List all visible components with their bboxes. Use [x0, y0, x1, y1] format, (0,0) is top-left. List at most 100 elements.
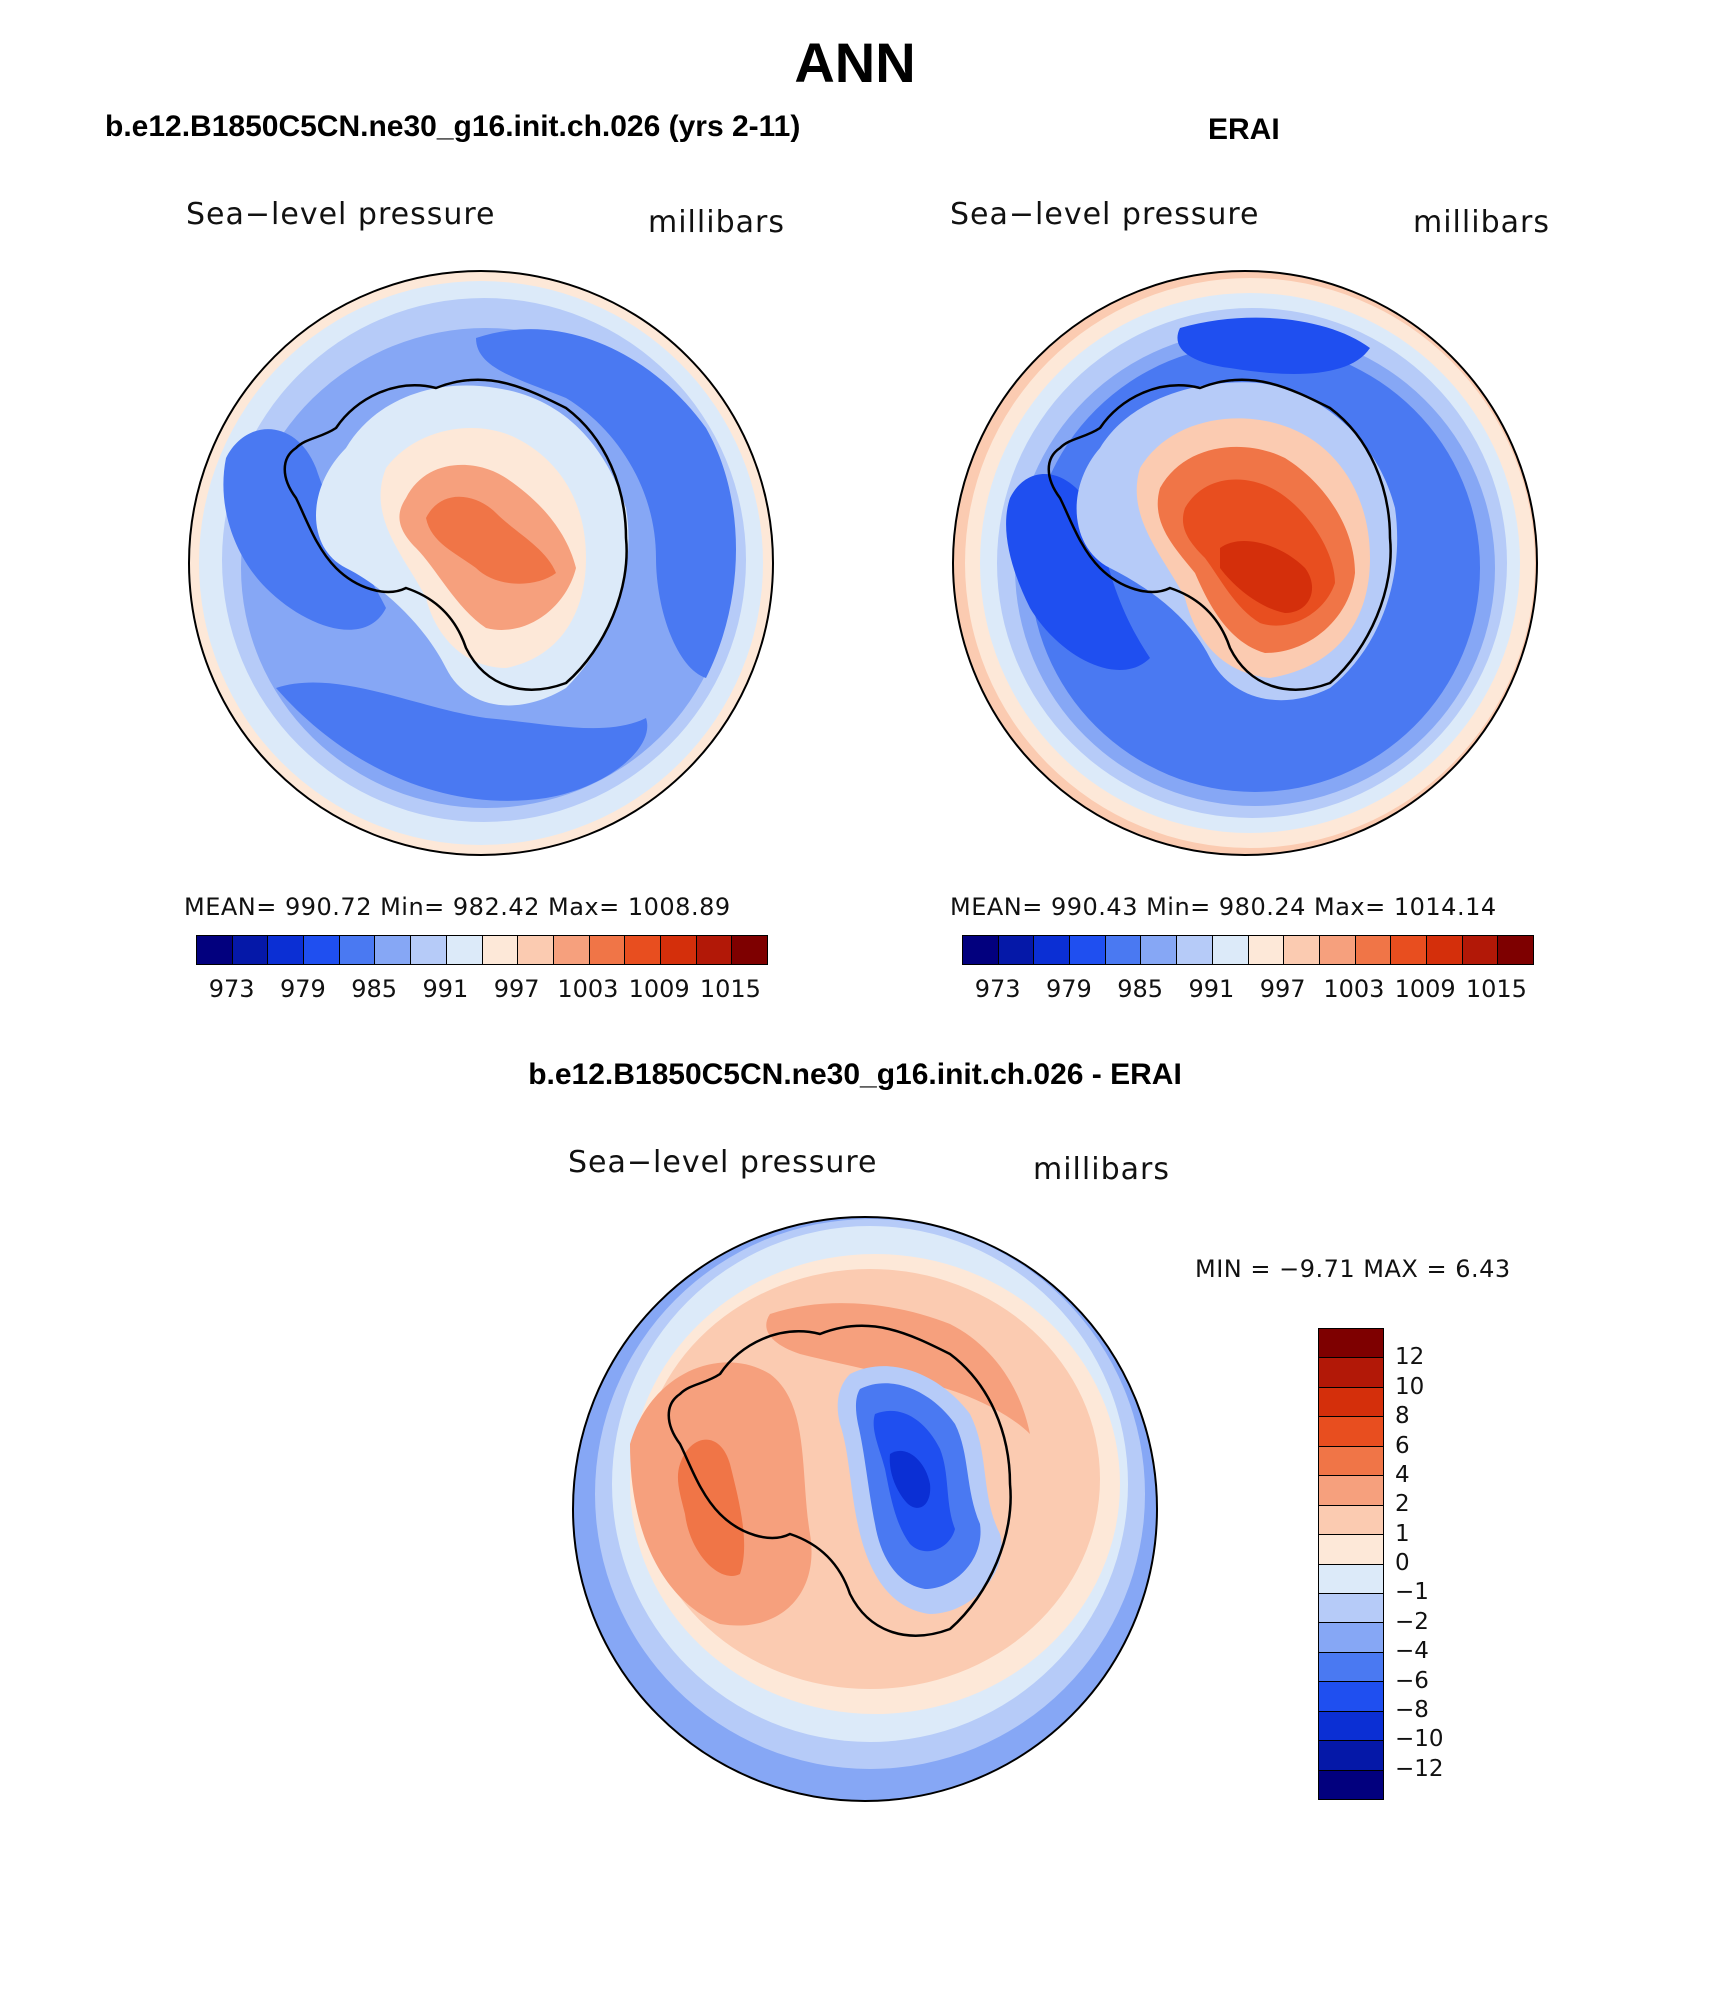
diff-colorbar-ticks: 12 10 8 6 4 2 1 0 −1 −2 −4 −6 −8 −10 −12 [1395, 1328, 1515, 1798]
colorbar-swatch [998, 936, 1035, 964]
colorbar-swatch [1319, 1593, 1383, 1624]
colorbar-tick-label: 1015 [699, 975, 761, 1003]
colorbar-tick-label: 1015 [1465, 975, 1527, 1003]
obs-case-title: ERAI [1208, 113, 1280, 146]
colorbar-tick-label: 2 [1395, 1491, 1410, 1518]
colorbar-tick-label: 991 [1188, 975, 1235, 1003]
colorbar-swatch [1319, 1387, 1383, 1418]
colorbar-swatch [375, 936, 412, 964]
model-map-border [188, 270, 774, 856]
colorbar-tick-label: 12 [1395, 1344, 1425, 1371]
colorbar-tick-label: 4 [1395, 1461, 1410, 1488]
colorbar-swatch [1070, 936, 1106, 964]
colorbar-tick-label: 997 [493, 975, 540, 1003]
colorbar-swatch [1212, 936, 1249, 964]
obs-units-label: millibars [1413, 205, 1550, 240]
colorbar-tick-label: −1 [1395, 1579, 1429, 1606]
colorbar-swatch [1319, 1711, 1383, 1742]
colorbar-swatch [1248, 936, 1285, 964]
colorbar-swatch [446, 936, 483, 964]
colorbar-swatch [553, 936, 590, 964]
diff-coastline [667, 1324, 1012, 1637]
model-colorbar [196, 935, 768, 965]
colorbar-swatch [696, 936, 733, 964]
colorbar-tick-label: 991 [422, 975, 469, 1003]
colorbar-swatch [1498, 936, 1533, 964]
colorbar-tick-label: −10 [1395, 1726, 1444, 1753]
model-field-low-west [223, 429, 386, 630]
colorbar-swatch [197, 936, 233, 964]
colorbar-swatch [1177, 936, 1213, 964]
colorbar-swatch [1105, 936, 1142, 964]
obs-colorbar [962, 935, 1534, 965]
colorbar-swatch [1319, 1358, 1383, 1388]
colorbar-swatch [1141, 936, 1178, 964]
colorbar-swatch [963, 936, 999, 964]
colorbar-swatch [1319, 1682, 1383, 1712]
colorbar-tick-label: 973 [208, 975, 255, 1003]
model-stats: MEAN= 990.72 Min= 982.42 Max= 1008.89 [184, 893, 731, 921]
colorbar-swatch [268, 936, 305, 964]
colorbar-tick-label: 1003 [1323, 975, 1385, 1003]
obs-map-border [952, 270, 1538, 856]
diff-map-border [572, 1216, 1158, 1802]
colorbar-tick-label: 985 [1117, 975, 1164, 1003]
colorbar-swatch [518, 936, 554, 964]
diff-variable-label: Sea−level pressure [568, 1145, 878, 1180]
obs-field-low-north [1177, 317, 1370, 374]
obs-field-high3 [1220, 540, 1313, 613]
colorbar-tick-label: 10 [1395, 1373, 1425, 1400]
colorbar-tick-label: −12 [1395, 1755, 1444, 1782]
colorbar-swatch [589, 936, 626, 964]
colorbar-swatch [1319, 1652, 1383, 1683]
obs-coastline [1047, 378, 1392, 691]
colorbar-tick-label: 1009 [628, 975, 690, 1003]
colorbar-swatch [1426, 936, 1463, 964]
obs-polar-map [952, 270, 1538, 856]
obs-variable-label: Sea−level pressure [950, 197, 1260, 232]
model-case-title: b.e12.B1850C5CN.ne30_g16.init.ch.026 (yr… [105, 110, 801, 143]
colorbar-tick-label: −8 [1395, 1696, 1429, 1723]
colorbar-tick-label: −2 [1395, 1608, 1429, 1635]
colorbar-swatch [339, 936, 376, 964]
model-field-low-south [276, 682, 648, 801]
colorbar-tick-label: 985 [351, 975, 398, 1003]
model-coastline [283, 378, 628, 691]
colorbar-swatch [1319, 1535, 1383, 1565]
colorbar-swatch [482, 936, 519, 964]
model-polar-map [188, 270, 774, 856]
colorbar-tick-label: 973 [974, 975, 1021, 1003]
colorbar-tick-label: −6 [1395, 1667, 1429, 1694]
model-field-high2 [426, 496, 556, 584]
colorbar-swatch [232, 936, 269, 964]
colorbar-swatch [1319, 1476, 1383, 1506]
colorbar-swatch [1319, 1329, 1383, 1359]
colorbar-swatch [732, 936, 767, 964]
colorbar-tick-label: −4 [1395, 1638, 1429, 1665]
diff-units-label: millibars [1033, 1152, 1170, 1187]
colorbar-tick-label: 1003 [557, 975, 619, 1003]
colorbar-tick-label: 997 [1259, 975, 1306, 1003]
colorbar-swatch [1391, 936, 1427, 964]
page-title: ANN [794, 31, 916, 94]
diff-field-low-center [889, 1450, 931, 1508]
model-units-label: millibars [648, 205, 785, 240]
colorbar-swatch [1284, 936, 1320, 964]
colorbar-tick-label: 979 [279, 975, 326, 1003]
colorbar-swatch [660, 936, 697, 964]
colorbar-swatch [1319, 1564, 1383, 1594]
colorbar-swatch [1319, 1446, 1383, 1477]
colorbar-swatch [1319, 1417, 1383, 1447]
colorbar-swatch [625, 936, 661, 964]
colorbar-tick-label: 8 [1395, 1403, 1410, 1430]
diff-colorbar [1318, 1328, 1384, 1800]
colorbar-swatch [1355, 936, 1392, 964]
colorbar-tick-label: 1009 [1394, 975, 1456, 1003]
colorbar-swatch [304, 936, 340, 964]
diff-stats: MIN = −9.71 MAX = 6.43 [1195, 1255, 1511, 1283]
colorbar-tick-label: 0 [1395, 1550, 1410, 1576]
model-colorbar-ticks: 973 979 985 991 997 1003 1009 1015 [196, 975, 766, 1005]
colorbar-tick-label: 6 [1395, 1432, 1410, 1459]
colorbar-swatch [1319, 936, 1356, 964]
obs-colorbar-ticks: 973 979 985 991 997 1003 1009 1015 [962, 975, 1532, 1005]
